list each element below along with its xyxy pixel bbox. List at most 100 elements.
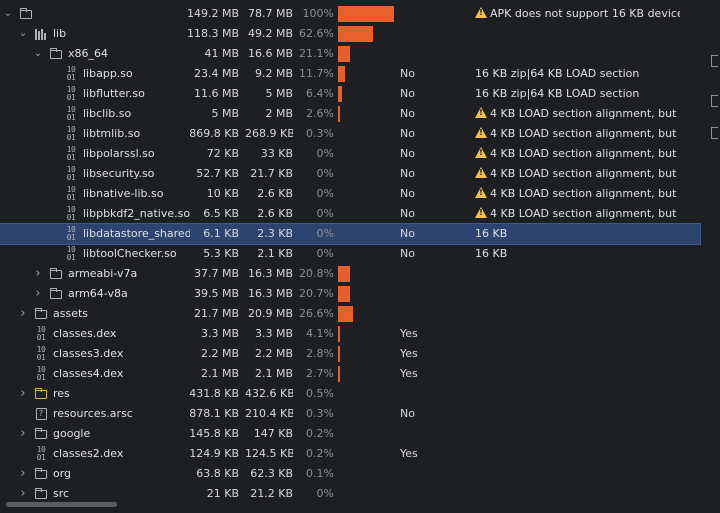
download-size: 2.1 KB xyxy=(257,247,293,260)
folder-shape xyxy=(35,387,47,399)
size-bar xyxy=(338,346,340,362)
size-bar xyxy=(338,86,342,102)
tree-row[interactable]: ? resources.arsc 878.1 KB 210.4 KB 0.3% No xyxy=(0,404,700,424)
note-text: 16 KB xyxy=(475,227,508,240)
binary-shape: 10 01 xyxy=(36,345,46,362)
raw-size: 39.5 MB xyxy=(193,287,239,300)
note-text: 4 KB LOAD section alignment, but 16 xyxy=(490,207,680,220)
tree-item-name: armeabi-v7a xyxy=(68,267,138,280)
tree-row[interactable]: 10 01 classes3.dex 2.2 MB 2.2 MB 2.8% Yes xyxy=(0,344,700,364)
percent-of-total: 0.3% xyxy=(306,127,334,140)
tree-row[interactable]: 10 01 libdatastore_shared 6.1 KB 2.3 KB 0% No 1… xyxy=(0,223,701,245)
tree-row[interactable]: › google 145.8 KB 147 KB 0.2% xyxy=(0,424,700,444)
tree-row[interactable]: 10 01 classes2.dex 124.9 KB 124.5 KB 0.2% Yes xyxy=(0,444,700,464)
tree-item-name: libsecurity.so xyxy=(83,167,155,180)
tree-row[interactable]: › armeabi-v7a 37.7 MB 16.3 MB 20.8% xyxy=(0,264,700,284)
tree-row[interactable]: ⌄ 149.2 MB 78.7 MB 100% APK does not support… xyxy=(0,4,700,24)
raw-size: 10 KB xyxy=(206,187,239,200)
alignment-value: No xyxy=(400,67,415,80)
download-size: 49.2 MB xyxy=(247,27,293,40)
tree-item-name: libclib.so xyxy=(83,107,132,120)
alignment-value: No xyxy=(400,207,415,220)
percent-of-total: 0% xyxy=(316,487,334,500)
chevron-right-icon[interactable]: › xyxy=(35,266,41,281)
binary-shape: 10 01 xyxy=(66,85,76,102)
binary-file-icon: 10 01 xyxy=(63,144,79,164)
binary-shape: 10 01 xyxy=(36,365,46,382)
chevron-down-icon[interactable]: ⌄ xyxy=(33,48,43,59)
tree-item-name: classes2.dex xyxy=(53,447,124,460)
tree-row[interactable]: 10 01 classes4.dex 2.1 MB 2.1 MB 2.7% Yes xyxy=(0,364,700,384)
folder-shape xyxy=(50,47,62,59)
chevron-right-icon[interactable]: › xyxy=(20,466,26,481)
binary-file-icon: 10 01 xyxy=(33,324,49,344)
download-size: 20.9 MB xyxy=(247,307,293,320)
binary-file-icon: 10 01 xyxy=(63,84,79,104)
binary-shape: 10 01 xyxy=(66,145,76,162)
tree-row[interactable]: 10 01 classes.dex 3.3 MB 3.3 MB 4.1% Yes xyxy=(0,324,700,344)
raw-size: 21.7 MB xyxy=(193,307,239,320)
download-size: 2.2 MB xyxy=(254,347,293,360)
chevron-right-icon[interactable]: › xyxy=(35,286,41,301)
tree-row[interactable]: › org 63.8 KB 62.3 KB 0.1% xyxy=(0,464,700,484)
percent-of-total: 4.1% xyxy=(306,327,334,340)
binary-file-icon: 10 01 xyxy=(63,104,79,124)
chevron-right-icon[interactable]: › xyxy=(20,486,26,501)
binary-file-icon: 10 01 xyxy=(63,124,79,144)
chevron-right-icon[interactable]: › xyxy=(20,386,26,401)
tree-row[interactable]: 10 01 libtoolChecker.so 5.3 KB 2.1 KB 0% No 16 … xyxy=(0,244,700,264)
tree-row[interactable]: › assets 21.7 MB 20.9 MB 26.6% xyxy=(0,304,700,324)
tree-row[interactable]: 10 01 libflutter.so 11.6 MB 5 MB 6.4% No 16 KB … xyxy=(0,84,700,104)
binary-shape: 10 01 xyxy=(66,185,76,202)
tree-row[interactable]: ⌄ x86_64 41 MB 16.6 MB 21.1% xyxy=(0,44,700,64)
binary-file-icon: 10 01 xyxy=(33,344,49,364)
note-text: 4 KB LOAD section alignment, but 16 xyxy=(490,127,680,140)
tree-row[interactable]: › src 21 KB 21.2 KB 0% xyxy=(0,484,700,504)
note-text: APK does not support 16 KB devices xyxy=(490,7,680,20)
chevron-down-icon[interactable]: ⌄ xyxy=(3,8,13,19)
download-size: 2.6 KB xyxy=(257,187,293,200)
raw-size: 2.2 MB xyxy=(200,347,239,360)
percent-of-total: 0% xyxy=(316,227,334,240)
folder-shape xyxy=(35,487,47,499)
right-gutter xyxy=(706,0,720,513)
note-text: 16 KB zip|64 KB LOAD section xyxy=(475,87,640,100)
chevron-right-icon[interactable]: › xyxy=(20,426,26,441)
alignment-note: 4 KB LOAD section alignment, but 16 xyxy=(475,144,680,164)
download-size: 62.3 KB xyxy=(250,467,293,480)
size-bar xyxy=(338,306,353,322)
tree-item-name: libpolarssl.so xyxy=(83,147,155,160)
tree-row[interactable]: › res 431.8 KB 432.6 KB 0.5% xyxy=(0,384,700,404)
download-size: 124.5 KB xyxy=(245,447,293,460)
percent-of-total: 21.1% xyxy=(299,47,334,60)
download-size: 21.2 KB xyxy=(250,487,293,500)
horizontal-scrollbar[interactable] xyxy=(6,502,117,507)
raw-size: 118.3 MB xyxy=(186,27,239,40)
chevron-down-icon[interactable]: ⌄ xyxy=(18,28,28,39)
percent-of-total: 0.3% xyxy=(306,407,334,420)
raw-size: 5.3 KB xyxy=(203,247,239,260)
library-icon xyxy=(33,24,49,44)
folder-icon xyxy=(18,4,34,24)
tree-row[interactable]: 10 01 libapp.so 23.4 MB 9.2 MB 11.7% No 16 KB z… xyxy=(0,64,700,84)
tree-row[interactable]: › arm64-v8a 39.5 MB 16.3 MB 20.7% xyxy=(0,284,700,304)
binary-shape: 10 01 xyxy=(66,65,76,82)
tree-item-name: libnative-lib.so xyxy=(83,187,164,200)
download-size: 3.3 MB xyxy=(254,327,293,340)
binary-file-icon: 10 01 xyxy=(63,64,79,84)
chevron-right-icon[interactable]: › xyxy=(20,306,26,321)
download-size: 9.2 MB xyxy=(254,67,293,80)
binary-file-icon: 10 01 xyxy=(63,204,79,224)
percent-of-total: 0% xyxy=(316,147,334,160)
apk-analyzer-tree[interactable]: ⌄ 149.2 MB 78.7 MB 100% APK does not support… xyxy=(0,4,701,504)
folder-icon xyxy=(33,484,49,504)
download-size: 432.6 KB xyxy=(245,387,293,400)
tree-row[interactable]: ⌄ lib 118.3 MB 49.2 MB 62.6% xyxy=(0,24,700,44)
raw-size: 6.1 KB xyxy=(203,227,239,240)
